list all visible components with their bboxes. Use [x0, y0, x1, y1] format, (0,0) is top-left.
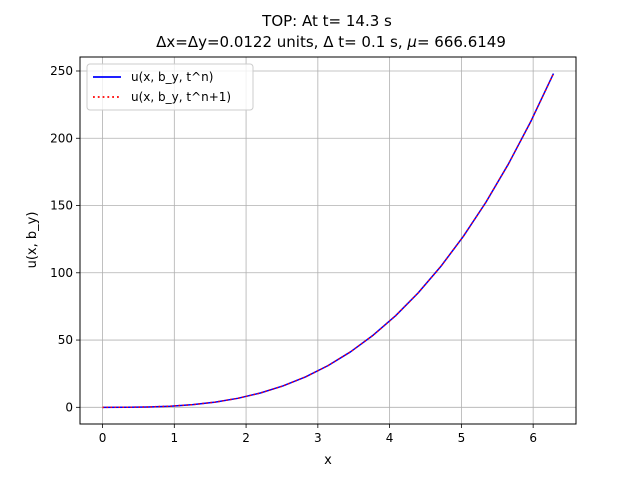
y-axis-label: u(x, b_y): [25, 212, 40, 269]
legend-label-series-1: u(x, b_y, t^n): [131, 70, 213, 84]
legend-box: [86, 63, 254, 111]
grid: [80, 57, 576, 424]
y-tick-label: 200: [50, 131, 73, 145]
series-layer: [102, 73, 555, 409]
y-tick-label: 0: [65, 400, 73, 414]
chart-subtitle: Δx=Δy=0.0122 units, Δ t= 0.1 s, μ= 666.6…: [156, 33, 506, 51]
x-tick-label: 4: [386, 431, 394, 445]
x-tick-label: 1: [170, 431, 178, 445]
series-line-2: [102, 73, 555, 409]
legend-label-series-2: u(x, b_y, t^n+1): [131, 90, 231, 104]
y-tick-label: 50: [58, 333, 73, 347]
plot-background: [80, 57, 576, 424]
plot-frame: [79, 56, 577, 425]
y-axis-ticks: 0 50 100 150 200 250: [50, 64, 80, 414]
x-tick-label: 3: [314, 431, 322, 445]
x-axis-ticks: 0 1 2 3 4 5 6: [99, 424, 537, 445]
x-axis-label: x: [324, 453, 332, 468]
subtitle-part-after-mu: = 666.6149: [417, 33, 506, 51]
subtitle-mu-symbol: μ: [406, 33, 417, 51]
subtitle-part-before-mu: Δx=Δy=0.0122 units, Δ t= 0.1 s,: [156, 33, 407, 51]
y-tick-label: 250: [50, 64, 73, 78]
x-tick-label: 0: [99, 431, 107, 445]
x-tick-label: 5: [458, 431, 466, 445]
x-tick-label: 6: [529, 431, 537, 445]
legend: u(x, b_y, t^n) u(x, b_y, t^n+1): [86, 63, 254, 111]
y-tick-label: 100: [50, 266, 73, 280]
chart-title: TOP: At t= 14.3 s: [261, 12, 392, 30]
y-tick-label: 150: [50, 199, 73, 213]
x-tick-label: 2: [242, 431, 250, 445]
